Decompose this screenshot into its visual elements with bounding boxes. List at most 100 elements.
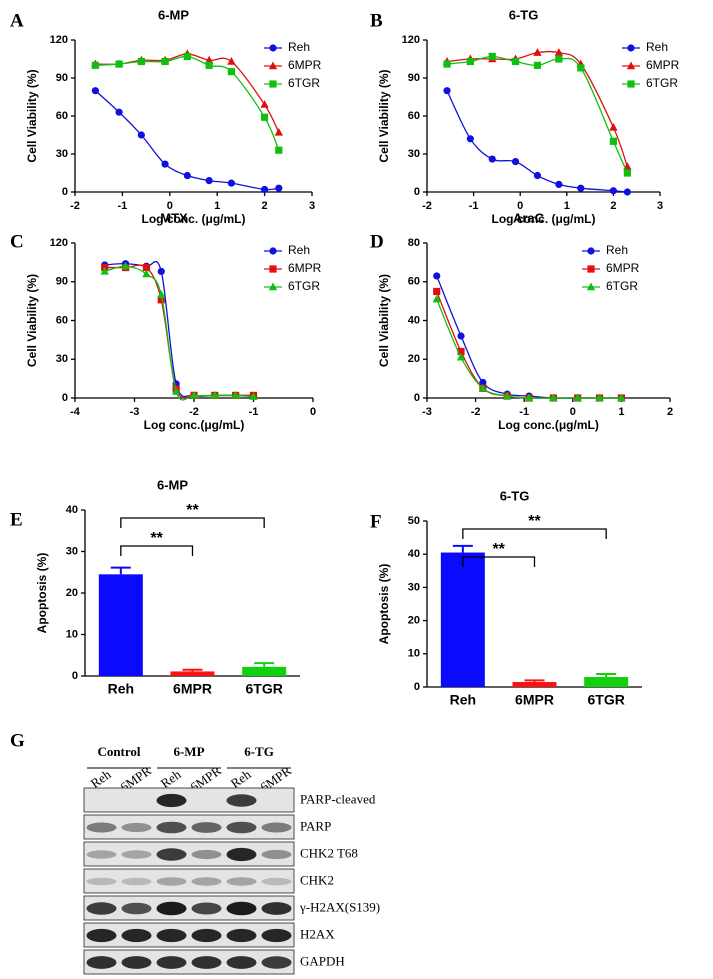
blot-band — [261, 928, 292, 943]
protein-label: H2AX — [300, 926, 335, 941]
y-tick-label: 60 — [408, 276, 420, 288]
data-point — [91, 61, 99, 69]
fit-line — [95, 53, 280, 133]
protein-label: CHK2 T68 — [300, 845, 358, 860]
data-point — [554, 48, 564, 56]
blot-strip — [83, 949, 295, 975]
data-point — [478, 383, 488, 392]
blot-band — [226, 956, 257, 969]
y-tick-label: 120 — [402, 34, 420, 46]
chart-title: 6-MP — [157, 477, 188, 492]
blot-band — [156, 928, 187, 943]
lane-label: Reh — [158, 766, 184, 791]
blot-strip — [83, 922, 295, 948]
x-tick-label: -3 — [130, 406, 140, 418]
blot-band — [156, 793, 187, 808]
blot-strip — [83, 895, 295, 921]
data-point — [488, 52, 496, 61]
fit-line — [446, 55, 628, 174]
y-tick-label: 20 — [408, 353, 420, 365]
y-tick-label: 30 — [66, 545, 78, 557]
blot-band — [191, 822, 222, 833]
legend-label: 6TGR — [646, 76, 678, 90]
data-point — [466, 135, 474, 143]
significance-label: ** — [492, 541, 505, 558]
significance-label: ** — [186, 502, 199, 519]
data-point — [157, 267, 165, 276]
significance-bracket — [120, 517, 265, 528]
legend-marker — [627, 80, 635, 88]
protein-label: CHK2 — [300, 872, 334, 887]
data-point — [157, 296, 165, 304]
data-point — [210, 390, 220, 399]
blot-band — [226, 794, 257, 807]
data-point — [573, 393, 582, 402]
legend-marker — [268, 282, 278, 291]
x-tick-label: 3 — [657, 200, 663, 212]
blot-band — [226, 821, 257, 834]
chart-title: AraC — [513, 210, 545, 225]
group-label: 6-TG — [244, 744, 274, 759]
bar — [512, 682, 557, 687]
y-axis-label: Cell Viability (%) — [25, 69, 39, 162]
x-tick-label: -1 — [249, 406, 259, 418]
lane-label: Reh — [88, 766, 114, 791]
legend-label: 6MPR — [646, 58, 680, 72]
x-tick-label: Reh — [450, 692, 476, 708]
x-tick-label: 6TGR — [587, 692, 624, 708]
data-point — [115, 60, 123, 68]
y-tick-label: 0 — [414, 681, 420, 693]
data-point — [623, 169, 631, 177]
data-point — [260, 100, 269, 108]
blot-band — [86, 877, 117, 886]
data-point — [189, 390, 199, 399]
data-point — [443, 60, 451, 68]
blot-band — [156, 821, 187, 834]
blot-band — [261, 902, 292, 915]
blot-band — [86, 850, 117, 859]
x-tick-label: 6MPR — [515, 692, 554, 708]
significance-label: ** — [528, 513, 541, 530]
chart-title: 6-MP — [158, 7, 189, 22]
x-axis-label: Log conc. (μg/mL) — [492, 212, 596, 226]
fit-line — [104, 265, 254, 401]
x-tick-label: 6TGR — [245, 681, 282, 697]
data-point — [227, 68, 236, 76]
x-tick-label: 1 — [214, 200, 220, 212]
chart-title: MTX — [160, 210, 188, 225]
blot-band — [261, 877, 292, 886]
data-point — [623, 188, 631, 196]
data-point — [274, 127, 284, 136]
data-point — [609, 137, 617, 145]
blot-band — [191, 849, 222, 860]
legend-marker — [587, 265, 595, 273]
blot-strip — [83, 787, 295, 813]
y-tick-label: 40 — [66, 504, 78, 516]
panel-letter: B — [370, 10, 383, 31]
significance-bracket — [462, 556, 536, 567]
bar — [170, 671, 215, 676]
data-point — [275, 146, 283, 154]
data-point — [432, 294, 441, 303]
data-point — [433, 287, 441, 296]
blot-band — [191, 902, 222, 915]
data-point — [115, 108, 123, 116]
data-point — [121, 261, 130, 270]
blot-band — [156, 877, 187, 886]
x-axis-label: Log conc. (μg/mL) — [142, 212, 246, 226]
x-tick-label: -1 — [118, 200, 128, 212]
y-tick-label: 20 — [66, 587, 78, 599]
blot-band — [86, 928, 117, 943]
blot-band — [226, 847, 257, 862]
y-axis-label: Cell Viability (%) — [377, 274, 391, 367]
data-point — [275, 184, 283, 192]
legend-label: 6TGR — [288, 279, 320, 293]
legend-label: Reh — [606, 243, 628, 257]
data-point — [137, 131, 145, 139]
chart-title: 6-TG — [500, 488, 530, 503]
blot-strip — [83, 841, 295, 867]
data-point — [142, 269, 151, 278]
x-tick-label: -1 — [469, 200, 479, 212]
x-tick-label: -1 — [519, 406, 529, 418]
y-tick-label: 30 — [56, 148, 68, 160]
